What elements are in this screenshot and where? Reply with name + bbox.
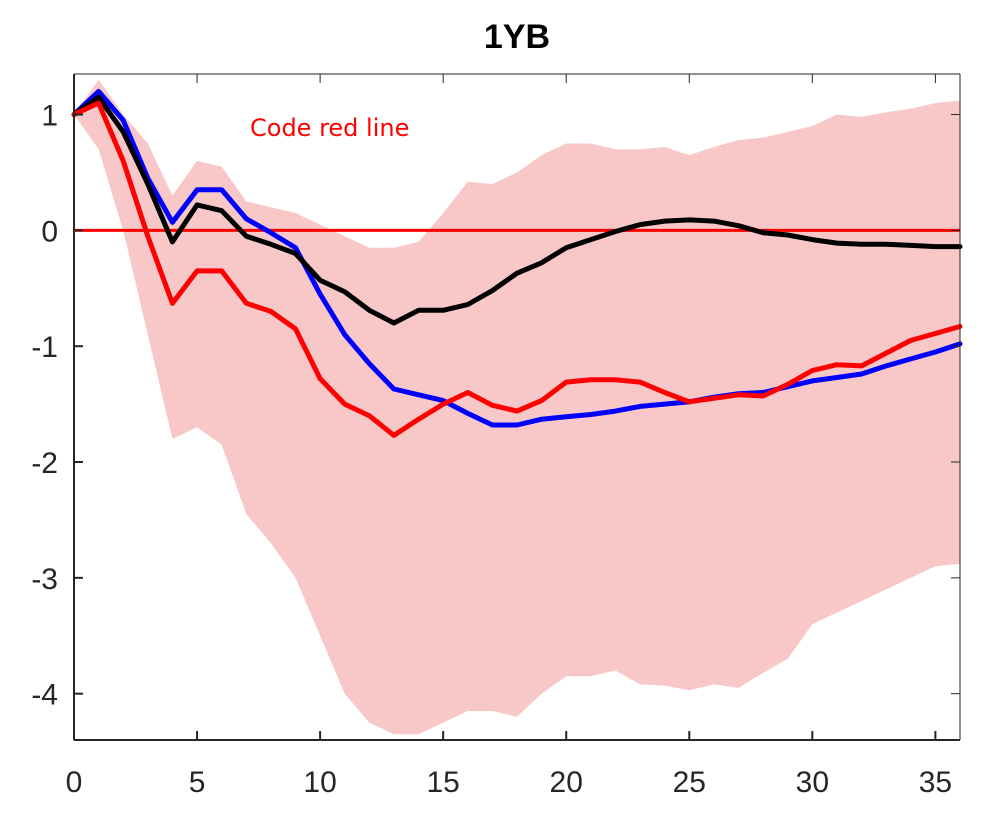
x-tick-label: 15 [426,766,459,799]
code-red-line-annotation: Code red line [250,114,409,142]
y-tick-label: -3 [31,563,58,596]
x-tick-label: 10 [303,766,336,799]
x-tick-label: 5 [189,766,206,799]
confidence-band-layer [74,79,960,735]
confidence-band [74,79,960,735]
x-tick-label: 0 [66,766,83,799]
chart-title: 1YB [484,18,550,56]
x-tick-label: 25 [673,766,706,799]
y-tick-label: -1 [31,331,58,364]
x-tick-label: 20 [550,766,583,799]
y-tick-label: 1 [41,100,58,133]
x-tick-label: 35 [919,766,952,799]
series-line-2 [71,94,963,326]
series-line-3 [71,100,963,438]
series-line-1 [71,88,963,428]
series-layer [71,88,963,438]
y-tick-label: -2 [31,447,58,480]
y-tick-label: -4 [31,679,58,712]
y-tick-label: 0 [41,215,58,248]
x-tick-label: 30 [796,766,829,799]
